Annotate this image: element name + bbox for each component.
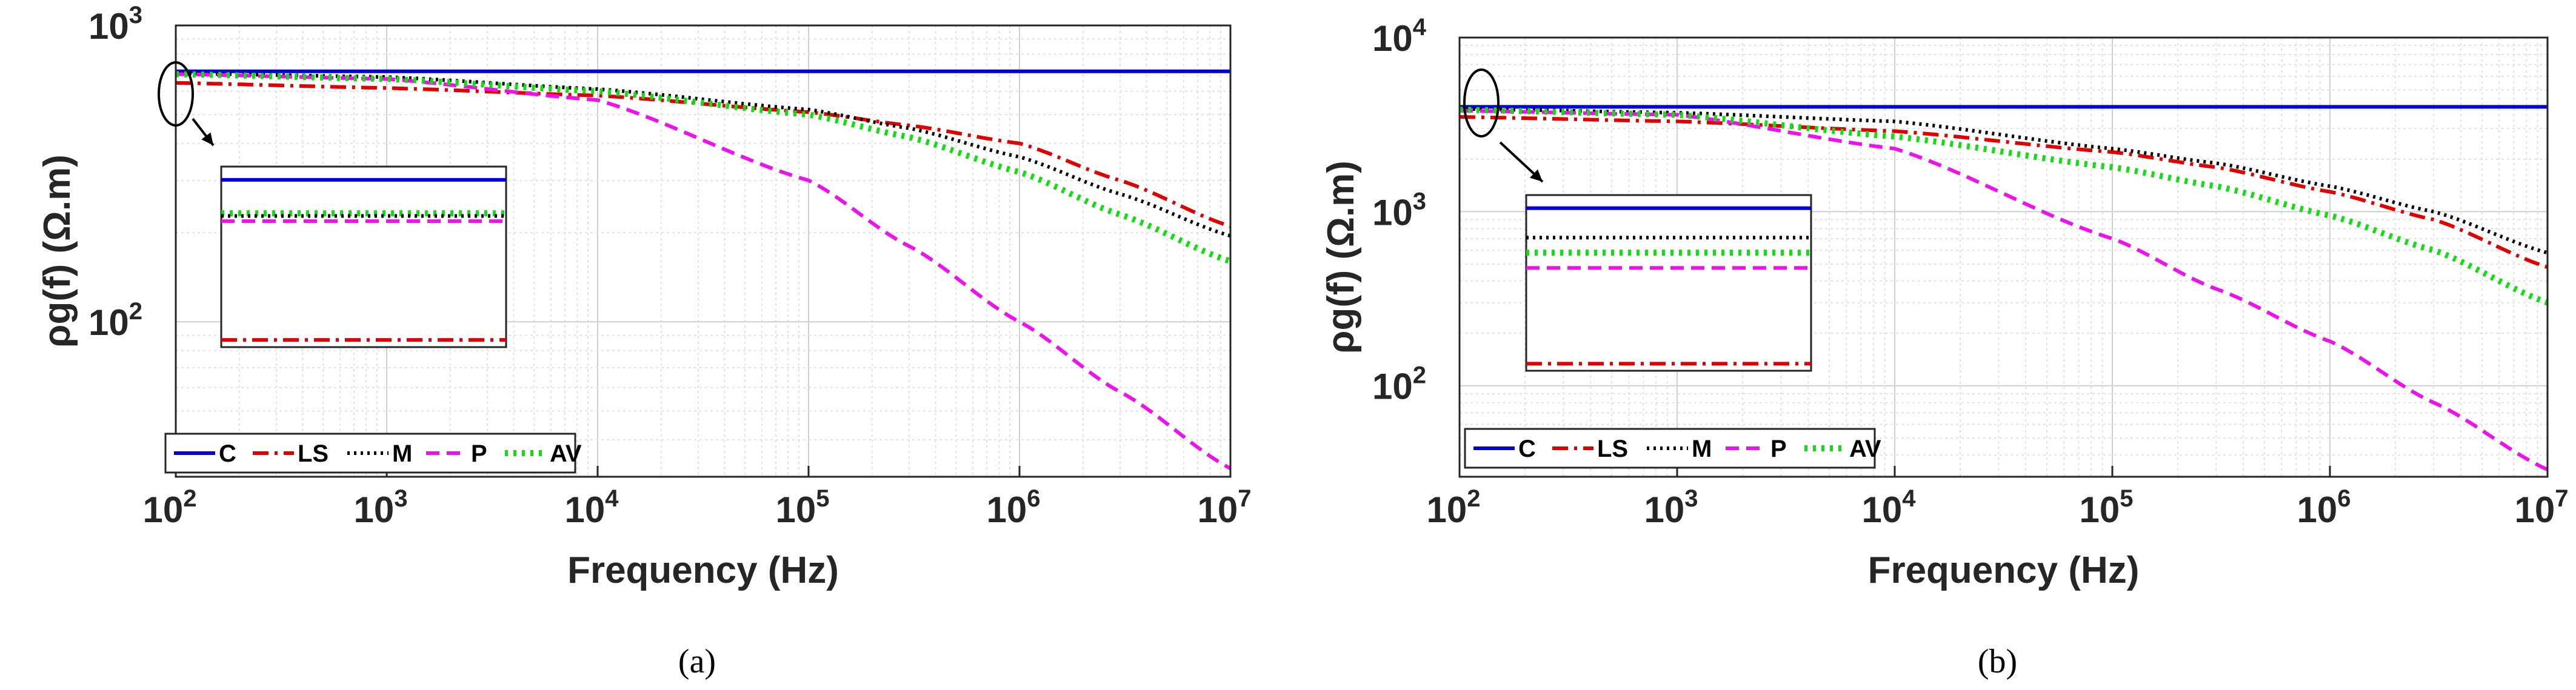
zoom-arrow-head: [201, 132, 213, 145]
legend-label-av: AV: [550, 440, 582, 467]
panel-b-label: (b): [1978, 643, 2017, 680]
panel-a-y-axis-label: ρg(f) (Ω.m): [36, 154, 78, 348]
panel-a-x-axis-label: Frequency (Hz): [567, 549, 839, 591]
series-line-p: [176, 72, 1230, 470]
inset-frame: [1525, 194, 1812, 372]
x-tick-label: 102: [143, 485, 197, 530]
x-tick-label: 103: [1644, 485, 1698, 530]
panel-b-y-axis-label: ρg(f) (Ω.m): [1320, 161, 1362, 354]
panel-b-tick-labels: 102 103 104 105 106 107 102 103 104: [1372, 14, 2569, 530]
x-tick-label: 104: [565, 485, 619, 530]
legend-label-c: C: [1518, 436, 1536, 462]
panel-a-plot-area: [176, 69, 1230, 470]
panel-b-inset: [1463, 68, 1812, 372]
x-tick-label: 105: [776, 485, 830, 530]
legend-label-c: C: [219, 440, 236, 467]
series-line-av: [176, 71, 1230, 265]
x-tick-label: 106: [987, 485, 1041, 530]
y-tick-label: 102: [88, 298, 142, 343]
panel-a-inset: [158, 61, 507, 348]
y-axis-label-text: ρg(f) (Ω.m): [1320, 161, 1362, 354]
inset-frame: [220, 165, 507, 348]
legend-label-m: M: [392, 440, 412, 467]
series-line-av: [1460, 107, 2548, 306]
zoom-ellipse: [158, 61, 194, 127]
panel-a-legend: C LS M P AV: [164, 433, 582, 474]
x-tick-label: 105: [2080, 485, 2134, 530]
panel-a-axes-frame: [175, 24, 1232, 478]
panel-b-plot-area: [1460, 105, 2548, 471]
panel-a-tick-labels: 102 103 104 105 106 107 102 103: [88, 2, 1252, 530]
x-tick-label: 103: [354, 485, 408, 530]
y-tick-label: 103: [88, 2, 142, 47]
zoom-arrow-head: [1529, 169, 1543, 182]
panel-b-x-axis-label: Frequency (Hz): [1868, 549, 2140, 591]
panel-b: 102 103 104 105 106 107 102 103 104 Frequency (H…: [1320, 14, 2569, 680]
y-axis-label-text: ρg(f) (Ω.m): [36, 154, 78, 348]
y-tick-label: 102: [1372, 362, 1426, 407]
series-line-m: [1460, 107, 2548, 255]
x-tick-label: 104: [1862, 485, 1917, 530]
legend-label-p: P: [471, 440, 487, 467]
panel-b-grid: [1459, 37, 2548, 477]
y-tick-label: 104: [1372, 14, 1427, 59]
x-tick-label: 106: [2297, 485, 2351, 530]
legend-label-m: M: [1692, 436, 1712, 462]
panel-a-label: (a): [678, 643, 716, 680]
x-tick-label: 107: [2515, 485, 2569, 530]
panel-b-legend: C LS M P AV: [1464, 428, 1881, 469]
x-tick-label: 102: [1427, 485, 1481, 530]
y-tick-label: 103: [1372, 188, 1426, 233]
zoom-ellipse: [1463, 68, 1500, 138]
legend-label-av: AV: [1849, 436, 1881, 462]
legend-label-p: P: [1770, 436, 1787, 462]
legend-label-ls: LS: [1597, 436, 1628, 462]
legend-label-ls: LS: [298, 440, 329, 467]
panel-b-axes-frame: [1458, 36, 2549, 478]
series-line-p: [1460, 108, 2548, 471]
x-tick-label: 107: [1198, 485, 1252, 530]
series-line-m: [176, 71, 1230, 238]
